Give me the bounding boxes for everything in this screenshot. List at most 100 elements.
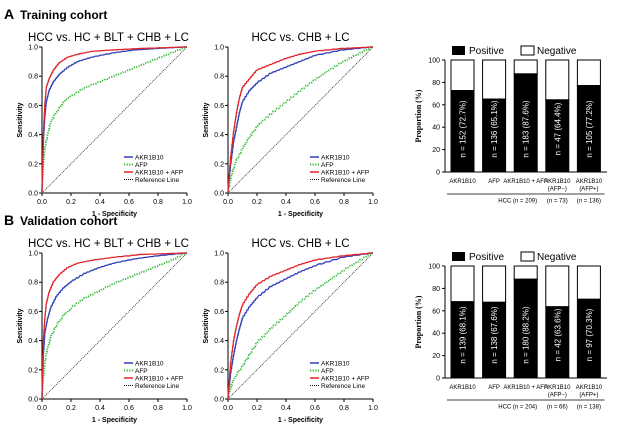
x-tick-label: 0.6	[310, 199, 320, 206]
legend-label: AFP	[321, 162, 334, 169]
x-tick-label: 0.4	[95, 199, 105, 206]
y-tick-label: 80	[432, 80, 440, 87]
roc-curve-reference-line	[41, 46, 188, 194]
bar-positive	[545, 306, 570, 379]
x-tick-label: 0.6	[124, 199, 134, 206]
roc-chart: HCC vs. CHB + LC 0.0 0.2 0.4 0.6 0.8 1.0 0.0 0.2…	[203, 238, 378, 424]
group-label-afp-pos: (n = 136)	[577, 199, 601, 205]
category-label-sub: (AFP−)	[548, 187, 567, 193]
y-tick-label: 60	[432, 308, 440, 315]
legend-label: Reference Line	[321, 177, 365, 184]
bar-positive	[576, 298, 601, 379]
bar-negative	[482, 59, 507, 100]
roc-curve-reference-line	[227, 46, 374, 194]
x-tick-label: 0.4	[281, 405, 291, 412]
x-tick-label: 0.0	[223, 405, 233, 412]
bar-value-label: n = 138 (67.6%)	[490, 306, 499, 363]
y-axis-label: Proportion (%)	[414, 89, 423, 142]
y-tick-label: 0.4	[214, 132, 224, 139]
y-axis-label: Sensitivity	[203, 102, 210, 137]
legend-positive-swatch	[452, 46, 465, 55]
legend-label: Reference Line	[321, 383, 365, 390]
y-tick-label: 1.0	[28, 251, 38, 258]
bar-chart: Positive Negative 0 20 40 60 80 100 Proportion (…	[414, 251, 607, 411]
y-tick-label: 40	[432, 331, 440, 338]
x-tick-label: 0.4	[281, 199, 291, 206]
y-tick-label: 0	[436, 170, 440, 177]
bar-positive	[450, 90, 475, 173]
panel-a: A Training cohort HCC vs. HC + BLT + CHB +…	[4, 6, 607, 218]
category-label-sub: (AFP+)	[579, 187, 598, 193]
x-axis-label: 1 - Specificity	[92, 417, 137, 424]
y-tick-label: 100	[428, 264, 440, 271]
roc-curve-reference-line	[227, 252, 374, 400]
x-tick-label: 0.8	[153, 199, 163, 206]
roc-title: HCC vs. CHB + LC	[251, 238, 349, 250]
category-label: AFP	[488, 179, 500, 185]
roc-curve-akr1b10	[227, 46, 373, 194]
legend-positive-swatch	[452, 252, 465, 261]
x-tick-label: 0.8	[339, 199, 349, 206]
y-tick-label: 0.8	[28, 74, 38, 81]
x-tick-label: 0.8	[339, 405, 349, 412]
y-axis-label: Sensitivity	[17, 102, 24, 137]
legend-label: AFP	[135, 368, 148, 375]
group-label: HCC (n = 209)	[498, 199, 537, 205]
roc-curve-akr1b10-afp	[41, 46, 187, 194]
cohort-title: Validation cohort	[20, 214, 117, 228]
bar-value-label: n = 42 (63.6%)	[553, 308, 562, 361]
legend-label: Reference Line	[135, 383, 179, 390]
y-tick-label: 0.0	[214, 191, 224, 198]
roc-curve-akr1b10-afp	[41, 252, 187, 400]
bar-positive	[482, 98, 507, 173]
bar-value-label: n = 139 (68.1%)	[459, 306, 468, 363]
y-tick-label: 0.8	[214, 280, 224, 287]
legend-label: AKR1B10	[135, 154, 164, 161]
bar-negative	[450, 265, 475, 303]
bar-value-label: n = 105 (77.2%)	[585, 100, 594, 157]
roc-title: HCC vs. CHB + LC	[251, 32, 349, 44]
legend-negative-swatch	[520, 45, 535, 56]
legend-label: Reference Line	[135, 177, 179, 184]
x-tick-label: 0.2	[66, 199, 76, 206]
bar-value-label: n = 136 (65.1%)	[490, 100, 499, 157]
y-tick-label: 1.0	[214, 45, 224, 52]
group-label-afp-neg: (n = 73)	[547, 199, 568, 205]
x-tick-label: 0.2	[66, 405, 76, 412]
legend-label: AKR1B10 + AFP	[321, 169, 369, 176]
roc-title: HCC vs. HC + BLT + CHB + LC	[28, 32, 189, 44]
bar-negative	[545, 265, 570, 308]
legend-positive-label: Positive	[469, 46, 504, 57]
x-tick-label: 0.2	[252, 405, 262, 412]
roc-curve-afp	[41, 46, 187, 194]
roc-curve-akr1b10	[41, 252, 187, 400]
category-label: AKR1B10	[544, 179, 571, 185]
y-tick-label: 0.2	[214, 161, 224, 168]
bar-positive	[513, 278, 538, 379]
bar-positive	[513, 73, 538, 173]
y-tick-label: 0.8	[28, 280, 38, 287]
x-tick-label: 1.0	[182, 199, 192, 206]
legend-label: AFP	[135, 162, 148, 169]
x-tick-label: 1.0	[368, 405, 378, 412]
category-label: AKR1B10	[576, 385, 603, 391]
bar-positive	[545, 99, 570, 173]
y-tick-label: 60	[432, 102, 440, 109]
legend-negative-label: Negative	[537, 46, 577, 57]
bar-chart: Positive Negative 0 20 40 60 80 100 Proportion (…	[414, 45, 607, 205]
roc-title: HCC vs. HC + BLT + CHB + LC	[28, 238, 189, 250]
category-label-sub: (AFP−)	[548, 393, 567, 399]
x-tick-label: 0.4	[95, 405, 105, 412]
roc-curve-akr1b10	[41, 46, 187, 194]
x-tick-label: 0.6	[124, 405, 134, 412]
roc-chart: HCC vs. HC + BLT + CHB + LC 0.0 0.2 0.4 0.6 0…	[17, 32, 192, 218]
x-tick-label: 0.8	[153, 405, 163, 412]
category-label: AKR1B10	[449, 385, 476, 391]
bar-negative	[576, 59, 601, 87]
category-label: AKR1B10	[449, 179, 476, 185]
x-axis-label: 1 - Specificity	[278, 417, 323, 424]
bar-negative	[482, 265, 507, 303]
bar-negative	[513, 59, 538, 75]
roc-curve-akr1b10-afp	[227, 252, 373, 400]
y-tick-label: 0.2	[28, 161, 38, 168]
